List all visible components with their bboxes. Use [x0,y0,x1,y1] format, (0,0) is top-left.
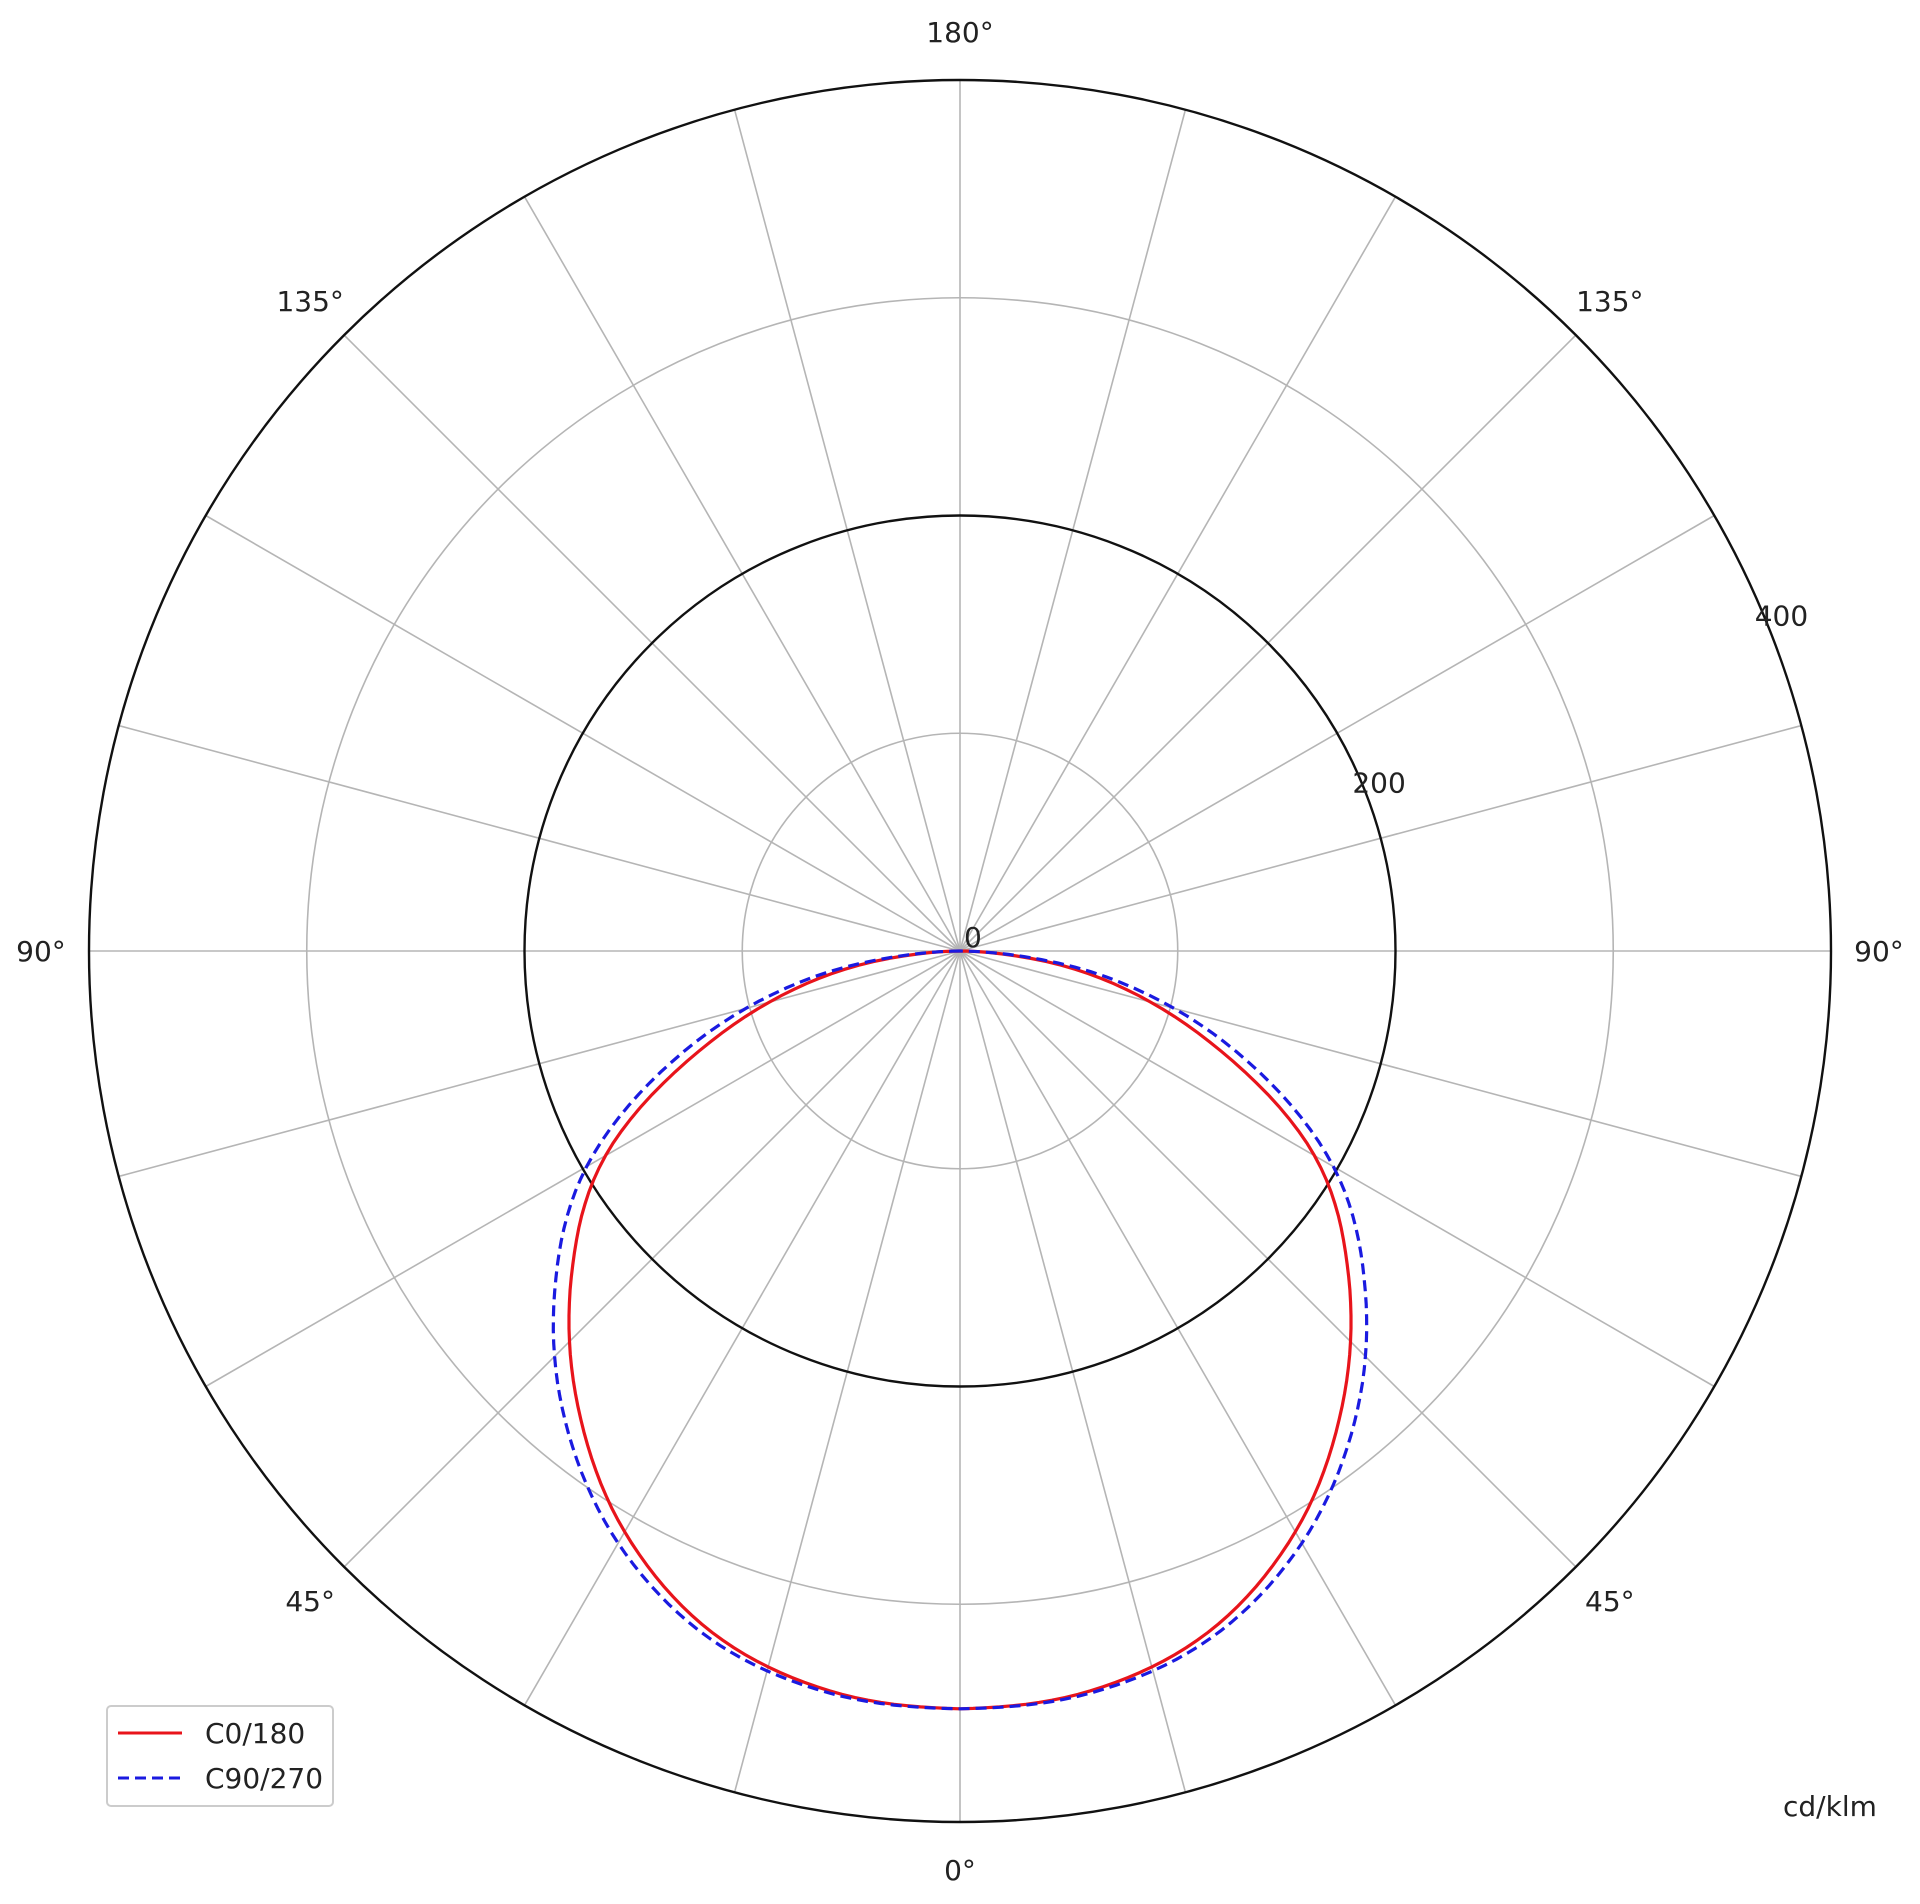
angle-tick-label: 0° [944,1854,976,1887]
angle-tick-label: 180° [926,16,993,49]
angle-tick-label: 135° [276,285,343,318]
legend: C0/180 C90/270 [106,1705,334,1807]
ring-300 [305,296,1615,1606]
angle-tick-label: 45° [1585,1585,1635,1618]
angle-tick-label: 135° [1576,285,1643,318]
radial-tick-label: 0 [964,921,982,954]
grid [87,78,1833,1824]
legend-label-c0-180: C0/180 [205,1717,305,1750]
curves [551,949,1369,1711]
curve-c90-270 [551,949,1369,1711]
unit-label: cd/klm [1783,1790,1877,1823]
angle-tick-label: 90° [1854,935,1904,968]
radial-tick-label: 400 [1755,600,1808,633]
angle-tick-label: 45° [285,1585,335,1618]
legend-label-c90-270: C90/270 [205,1762,323,1795]
radial-tick-label: 200 [1352,766,1405,799]
ring-100 [741,732,1179,1170]
ring-400 [87,78,1833,1824]
ring-200 [523,514,1397,1388]
labels: 0 200 400 180° 135° 135° 90° 90° 45° 45° 0° [16,16,1904,1887]
angle-tick-label: 90° [16,935,66,968]
legend-box [106,1705,334,1807]
